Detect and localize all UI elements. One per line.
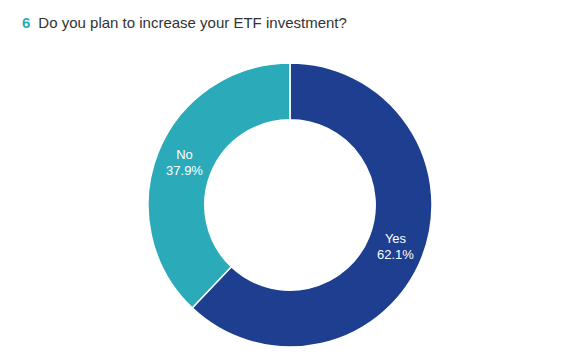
chart: 6 Do you plan to increase your ETF invest… <box>0 0 580 358</box>
slice-value-label: 62.1% <box>377 247 414 262</box>
data-labels: Yes62.1% No37.9% <box>166 147 414 262</box>
slices <box>148 63 432 347</box>
donut-slice <box>148 63 290 308</box>
title-number: 6 <box>22 14 30 31</box>
slice-category-label: No <box>176 147 193 162</box>
title: Do you plan to increase your ETF investm… <box>38 14 346 31</box>
slice-category-label: Yes <box>385 231 407 246</box>
slice-value-label: 37.9% <box>166 163 203 178</box>
